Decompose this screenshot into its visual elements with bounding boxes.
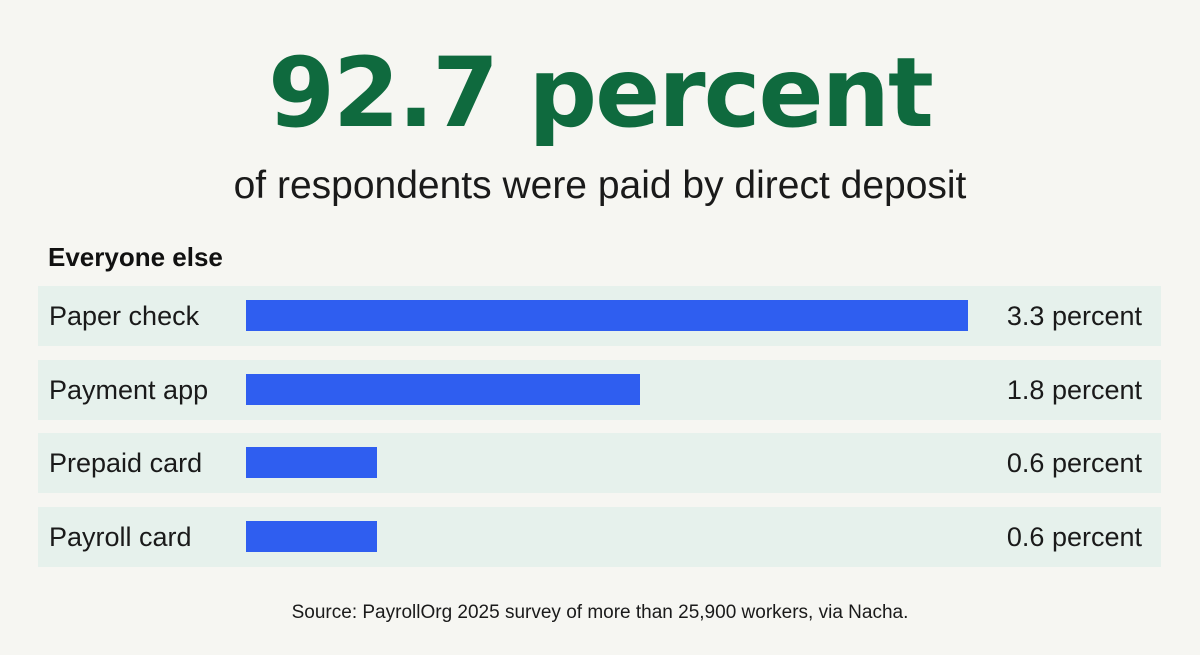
value-label: 1.8 percent (1006, 374, 1142, 405)
bar-paper-check (246, 300, 968, 331)
category-label: Payroll card (49, 521, 192, 552)
category-label: Paper check (49, 301, 200, 331)
bar-chart: Paper check 3.3 percent Payment app 1.8 … (38, 286, 1161, 580)
value-label: 0.6 percent (1006, 448, 1142, 478)
bar-track (246, 447, 968, 478)
value-label: 0.6 percent (1006, 521, 1142, 552)
bar-payment-app (246, 373, 640, 405)
chart-row: Prepaid card 0.6 percent (38, 433, 1161, 493)
bar-track (246, 300, 968, 331)
bar-track (246, 520, 968, 552)
chart-row: Payment app 1.8 percent (38, 359, 1161, 420)
bar-prepaid-card (246, 447, 377, 478)
chart-row: Payroll card 0.6 percent (38, 506, 1161, 567)
category-label: Payment app (49, 374, 209, 405)
bar-track (246, 373, 968, 405)
bar-payroll-card (246, 520, 377, 552)
headline-subtitle: of respondents were paid by direct depos… (233, 164, 967, 207)
source-note: Source: PayrollOrg 2025 survey of more t… (291, 602, 909, 623)
chart-title: Everyone else (48, 242, 223, 272)
headline-stat: 92.7 percent (268, 37, 934, 149)
chart-row: Paper check 3.3 percent (38, 286, 1161, 346)
value-label: 3.3 percent (1006, 301, 1142, 331)
category-label: Prepaid card (49, 448, 203, 478)
